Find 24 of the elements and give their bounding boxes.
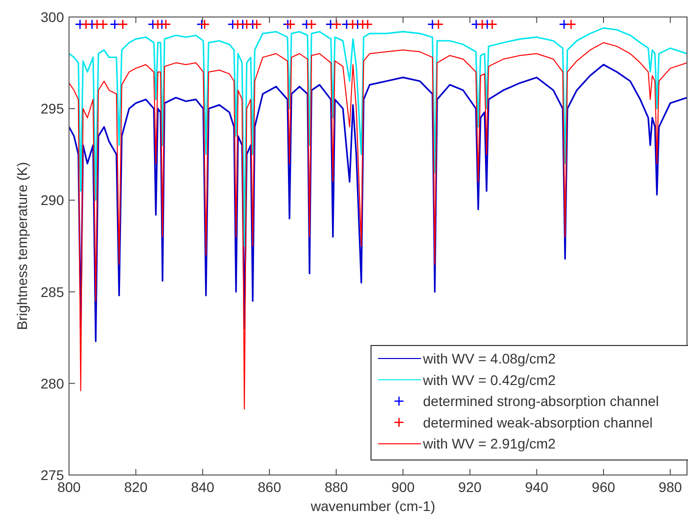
line-series: [69, 64, 687, 342]
legend-label: determined weak-absorption channel: [423, 414, 653, 430]
x-tick-label: 860: [258, 479, 282, 495]
x-tick-label: 920: [458, 479, 482, 495]
x-tick-label: 940: [524, 479, 549, 495]
legend-label: with WV = 4.08g/cm2: [422, 350, 556, 366]
y-tick-label: 295: [40, 100, 64, 117]
legend-label: with WV = 0.42g/cm2: [422, 372, 556, 388]
x-tick-label: 820: [124, 479, 148, 495]
x-tick-label: 840: [190, 479, 215, 495]
x-tick-label: 980: [658, 479, 682, 495]
x-tick-label: 880: [324, 479, 348, 495]
y-tick-label: 280: [40, 375, 64, 392]
x-tick-label: 960: [592, 479, 616, 495]
legend-label: with WV = 2.91g/cm2: [422, 436, 556, 452]
legend-label: determined strong-absorption channel: [423, 393, 659, 410]
y-axis-title: Brightness temperature (K): [14, 162, 30, 330]
line-series: [69, 42, 687, 410]
x-axis-title: wavenumber (cm-1): [310, 498, 436, 514]
y-tick-label: 290: [40, 192, 64, 208]
y-tick-label: 285: [40, 284, 64, 300]
line-series: [69, 27, 687, 247]
y-tick-label: 300: [40, 9, 64, 25]
x-tick-label: 900: [391, 479, 415, 495]
